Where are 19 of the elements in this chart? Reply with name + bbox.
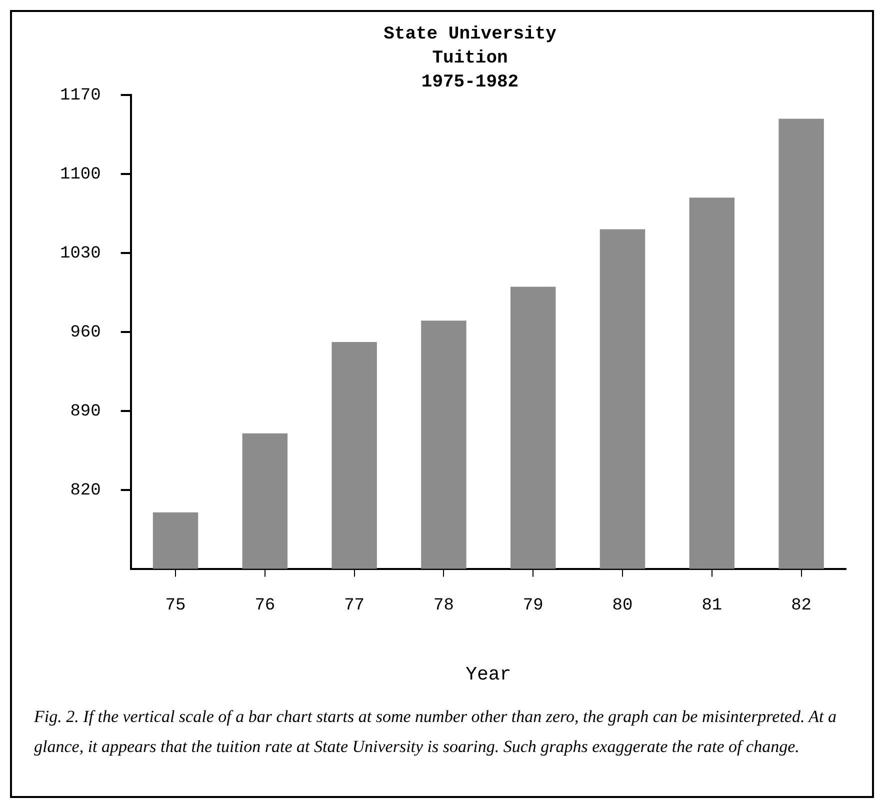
x-tick-label: 77 bbox=[344, 596, 365, 616]
y-tick-label: 820 bbox=[70, 481, 101, 500]
x-tick-label: 75 bbox=[165, 596, 186, 616]
y-tick-label: 1170 bbox=[60, 86, 101, 106]
x-tick-label: 80 bbox=[612, 596, 633, 616]
y-tick-label: 1030 bbox=[60, 244, 101, 264]
text: 1975-1982 bbox=[421, 72, 519, 93]
text: Tuition bbox=[432, 48, 508, 69]
x-tick-label: 78 bbox=[434, 596, 454, 616]
x-tick-label: 82 bbox=[791, 596, 812, 616]
x-axis-title: Year bbox=[466, 664, 512, 686]
text: State University bbox=[384, 24, 556, 45]
y-tick-label: 1100 bbox=[60, 165, 101, 184]
y-tick-label: 960 bbox=[70, 323, 101, 342]
x-tick-label: 79 bbox=[522, 596, 544, 616]
caption: Fig. 2. If the vertical scale of a bar chart starts at some number other than zero, the graph can be misinterpreted. At a glance, it appears that the tuition rate at State University is soaring. Such graphs exaggerate the rate of change. bbox=[34, 706, 838, 758]
x-tick-label: 76 bbox=[254, 596, 276, 616]
y-tick-label: 890 bbox=[70, 402, 101, 422]
x-tick-label: 81 bbox=[702, 596, 722, 616]
